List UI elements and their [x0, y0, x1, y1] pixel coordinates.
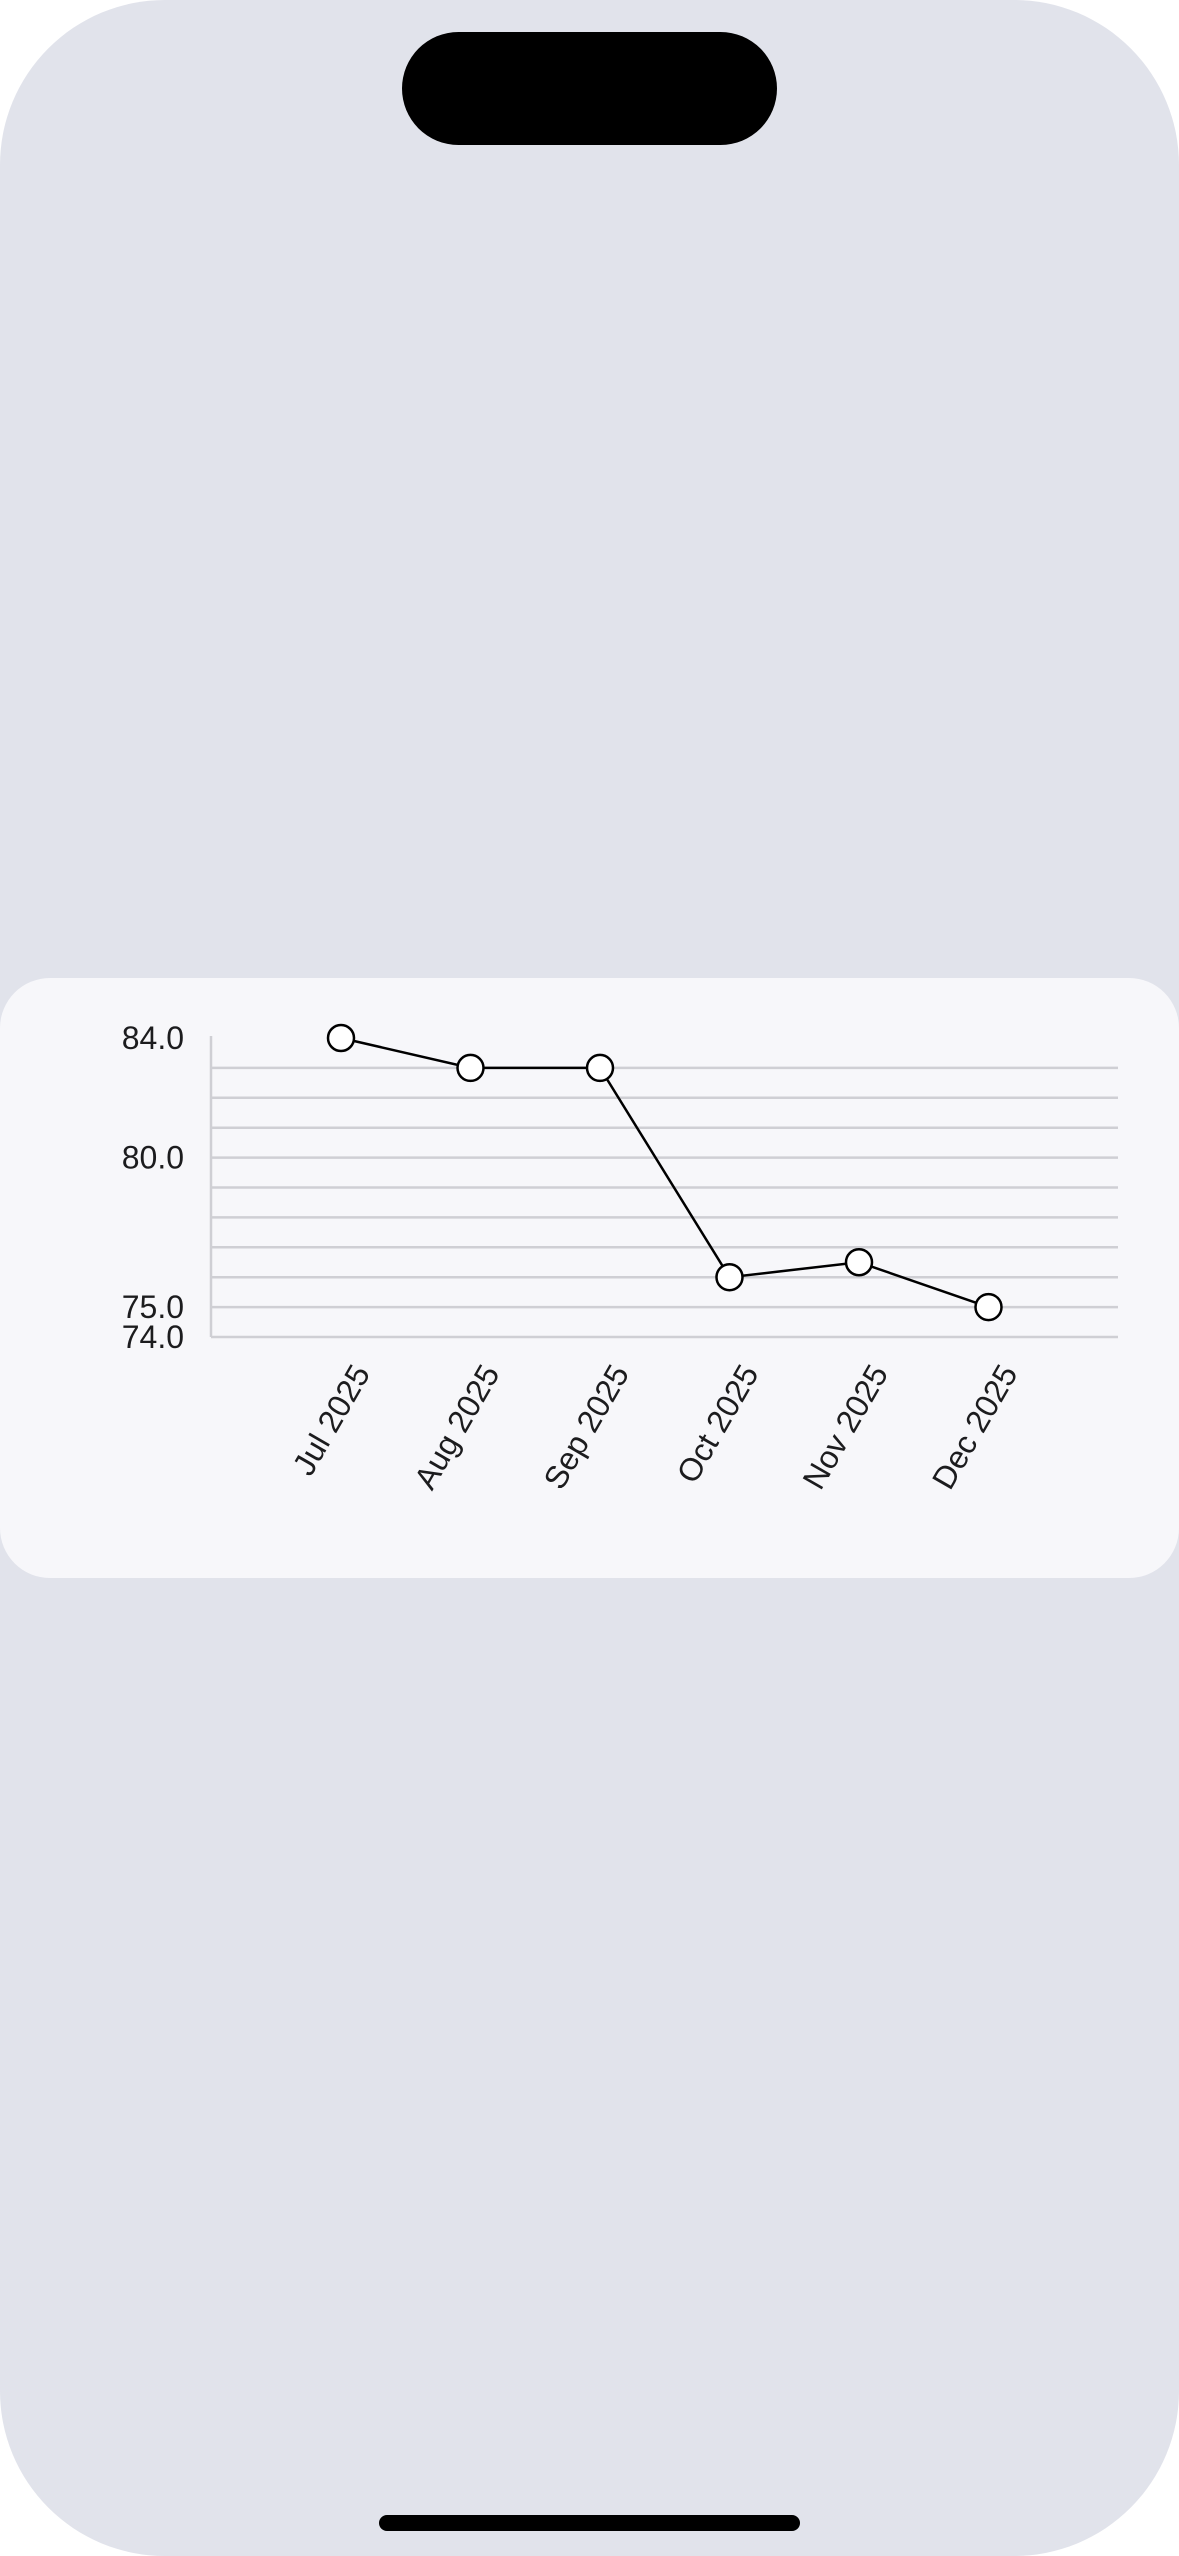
data-point [715, 1262, 744, 1292]
series-line [340, 1036, 989, 1309]
y-tick-label: 75.0 [122, 1289, 184, 1325]
line-chart: 84.0 80.0 75.074.0 Jul 2025 Aug 2025 Sep 2025… [122, 1020, 1118, 1495]
y-tick-label: 80.0 [122, 1140, 184, 1176]
x-tick-label: Nov 2025 [795, 1359, 895, 1496]
label-layer: 84.0 80.0 75.074.0 Jul 2025 Aug 2025 Sep 2025… [122, 1020, 1025, 1495]
x-tick-label: Aug 2025 [407, 1359, 507, 1496]
x-tick-label: Sep 2025 [536, 1359, 636, 1496]
y-tick-label: 84.0 [122, 1020, 184, 1056]
data-point [844, 1248, 874, 1277]
data-point [326, 1023, 356, 1053]
data-point [585, 1053, 615, 1083]
chart-card: 84.0 80.0 75.0 74.0 Jul 2025 Aug 2025 Sep 2025… [0, 978, 1179, 1578]
data-point [456, 1053, 485, 1083]
line-layer [340, 1036, 989, 1309]
data-point [974, 1292, 1003, 1322]
dynamic-island [402, 32, 777, 145]
y-tick-label: 74.0 [122, 1319, 184, 1355]
home-indicator [379, 2515, 800, 2531]
x-tick-label: Jul 2025 [285, 1359, 377, 1482]
marker-layer [326, 1023, 1003, 1322]
x-tick-label: Oct 2025 [669, 1359, 765, 1489]
axis-layer [209, 1036, 1118, 1339]
grid-layer [211, 1066, 1118, 1309]
x-tick-label: Dec 2025 [925, 1359, 1025, 1496]
